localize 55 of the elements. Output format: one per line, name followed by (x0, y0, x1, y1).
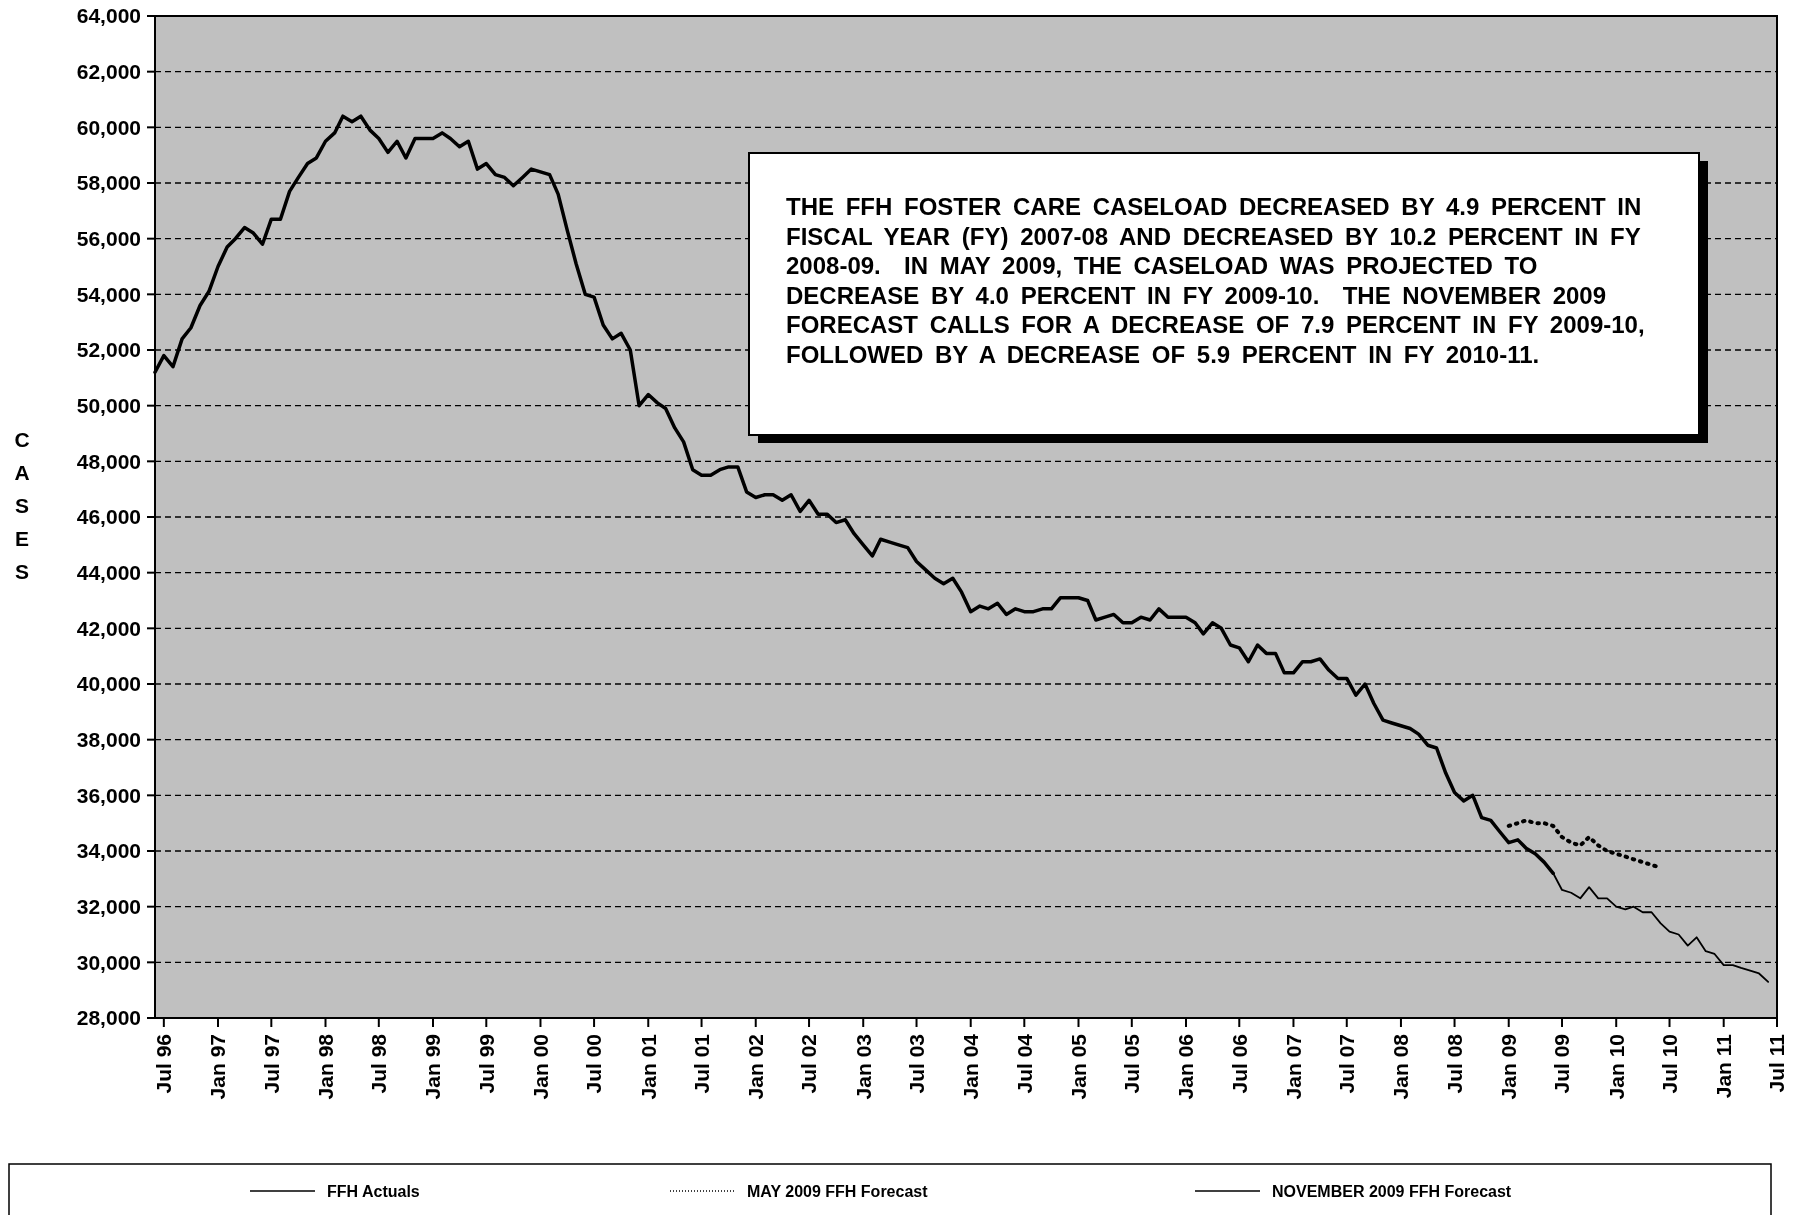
x-tick-label: Jul 06 (1227, 1034, 1251, 1094)
x-tick-label: Jan 08 (1389, 1033, 1413, 1100)
x-tick-label: Jan 02 (744, 1034, 768, 1100)
y-tick-label: 38,000 (76, 728, 141, 752)
x-tick-label: Jan 97 (206, 1034, 230, 1100)
y-tick-label: 50,000 (76, 394, 141, 418)
y-tick-label: 58,000 (76, 171, 141, 195)
y-tick-label: 30,000 (76, 950, 141, 974)
y-tick-label: 48,000 (76, 449, 141, 473)
x-tick-label: Jul 11 (1765, 1033, 1789, 1093)
y-axis-title: CASES (14, 428, 30, 583)
y-tick-label: 54,000 (76, 282, 141, 306)
x-tick-label: Jul 01 (689, 1033, 713, 1094)
x-tick-label: Jul 02 (797, 1034, 821, 1094)
y-tick-label: 36,000 (76, 783, 141, 807)
x-tick-label: Jan 99 (421, 1034, 445, 1100)
x-tick-label: Jan 98 (313, 1033, 337, 1100)
x-tick-label: Jul 05 (1120, 1033, 1144, 1094)
x-tick-label: Jan 03 (851, 1034, 875, 1100)
y-tick-label: 34,000 (76, 839, 141, 863)
annotation: THE FFH FOSTER CARE CASELOAD DECREASED BY 4.9 PERCENT IN FISCAL YEAR (FY) 2007-08 AND DECREASED BY 10.2 PERCENT IN FY 2008-09. IN MAY 2009, THE CASELOAD WAS PROJECTED TO DECREASE BY 4.0 PERCENT IN FY 2009-10. THE NOVEMBER 2009 FORECAST CALLS FOR A DECREASE OF 7.9 PERCENT IN FY 2009-10, FOLLOWED BY A DECREASE OF 5.9 PERCENT IN FY 2010-11. (786, 192, 1646, 369)
y-tick-label: 32,000 (76, 895, 141, 919)
y-tick-label: 62,000 (76, 60, 141, 84)
x-tick-label: Jul 10 (1657, 1034, 1681, 1094)
x-tick-label: Jul 09 (1550, 1034, 1574, 1094)
x-tick-label: Jul 03 (904, 1034, 928, 1094)
y-tick-label: 64,000 (76, 4, 141, 28)
legend-label: NOVEMBER 2009 FFH Forecast (1272, 1182, 1512, 1200)
legend-label: FFH Actuals (327, 1182, 420, 1200)
y-tick-label: 40,000 (76, 672, 141, 696)
x-tick-label: Jul 96 (152, 1034, 176, 1094)
y-tick-label: 42,000 (76, 616, 141, 640)
x-tick-label: Jul 99 (474, 1034, 498, 1094)
x-tick-label: Jan 10 (1604, 1034, 1628, 1100)
x-tick-label: Jan 06 (1174, 1034, 1198, 1100)
y-tick-label: 28,000 (76, 1006, 141, 1030)
x-tick-label: Jan 11 (1712, 1033, 1736, 1099)
y-tick-label: 56,000 (76, 227, 141, 251)
x-tick-label: Jan 04 (959, 1033, 983, 1100)
x-tick-label: Jul 98 (367, 1033, 391, 1094)
x-tick-label: Jul 00 (582, 1034, 606, 1094)
y-tick-label: 52,000 (76, 338, 141, 362)
x-tick-label: Jul 04 (1012, 1033, 1036, 1094)
x-tick-label: Jul 08 (1442, 1033, 1466, 1094)
x-tick-label: Jan 09 (1497, 1034, 1521, 1100)
x-tick-label: Jan 05 (1066, 1033, 1090, 1100)
x-tick-label: Jan 00 (528, 1034, 552, 1100)
legend-label: MAY 2009 FFH Forecast (747, 1182, 929, 1200)
y-tick-label: 46,000 (76, 505, 141, 529)
x-tick-label: Jan 01 (636, 1033, 660, 1100)
x-tick-label: Jul 07 (1335, 1034, 1359, 1094)
y-tick-label: 44,000 (76, 561, 141, 585)
x-tick-label: Jul 97 (259, 1034, 283, 1094)
y-tick-label: 60,000 (76, 115, 141, 139)
x-tick-label: Jan 07 (1281, 1034, 1305, 1100)
